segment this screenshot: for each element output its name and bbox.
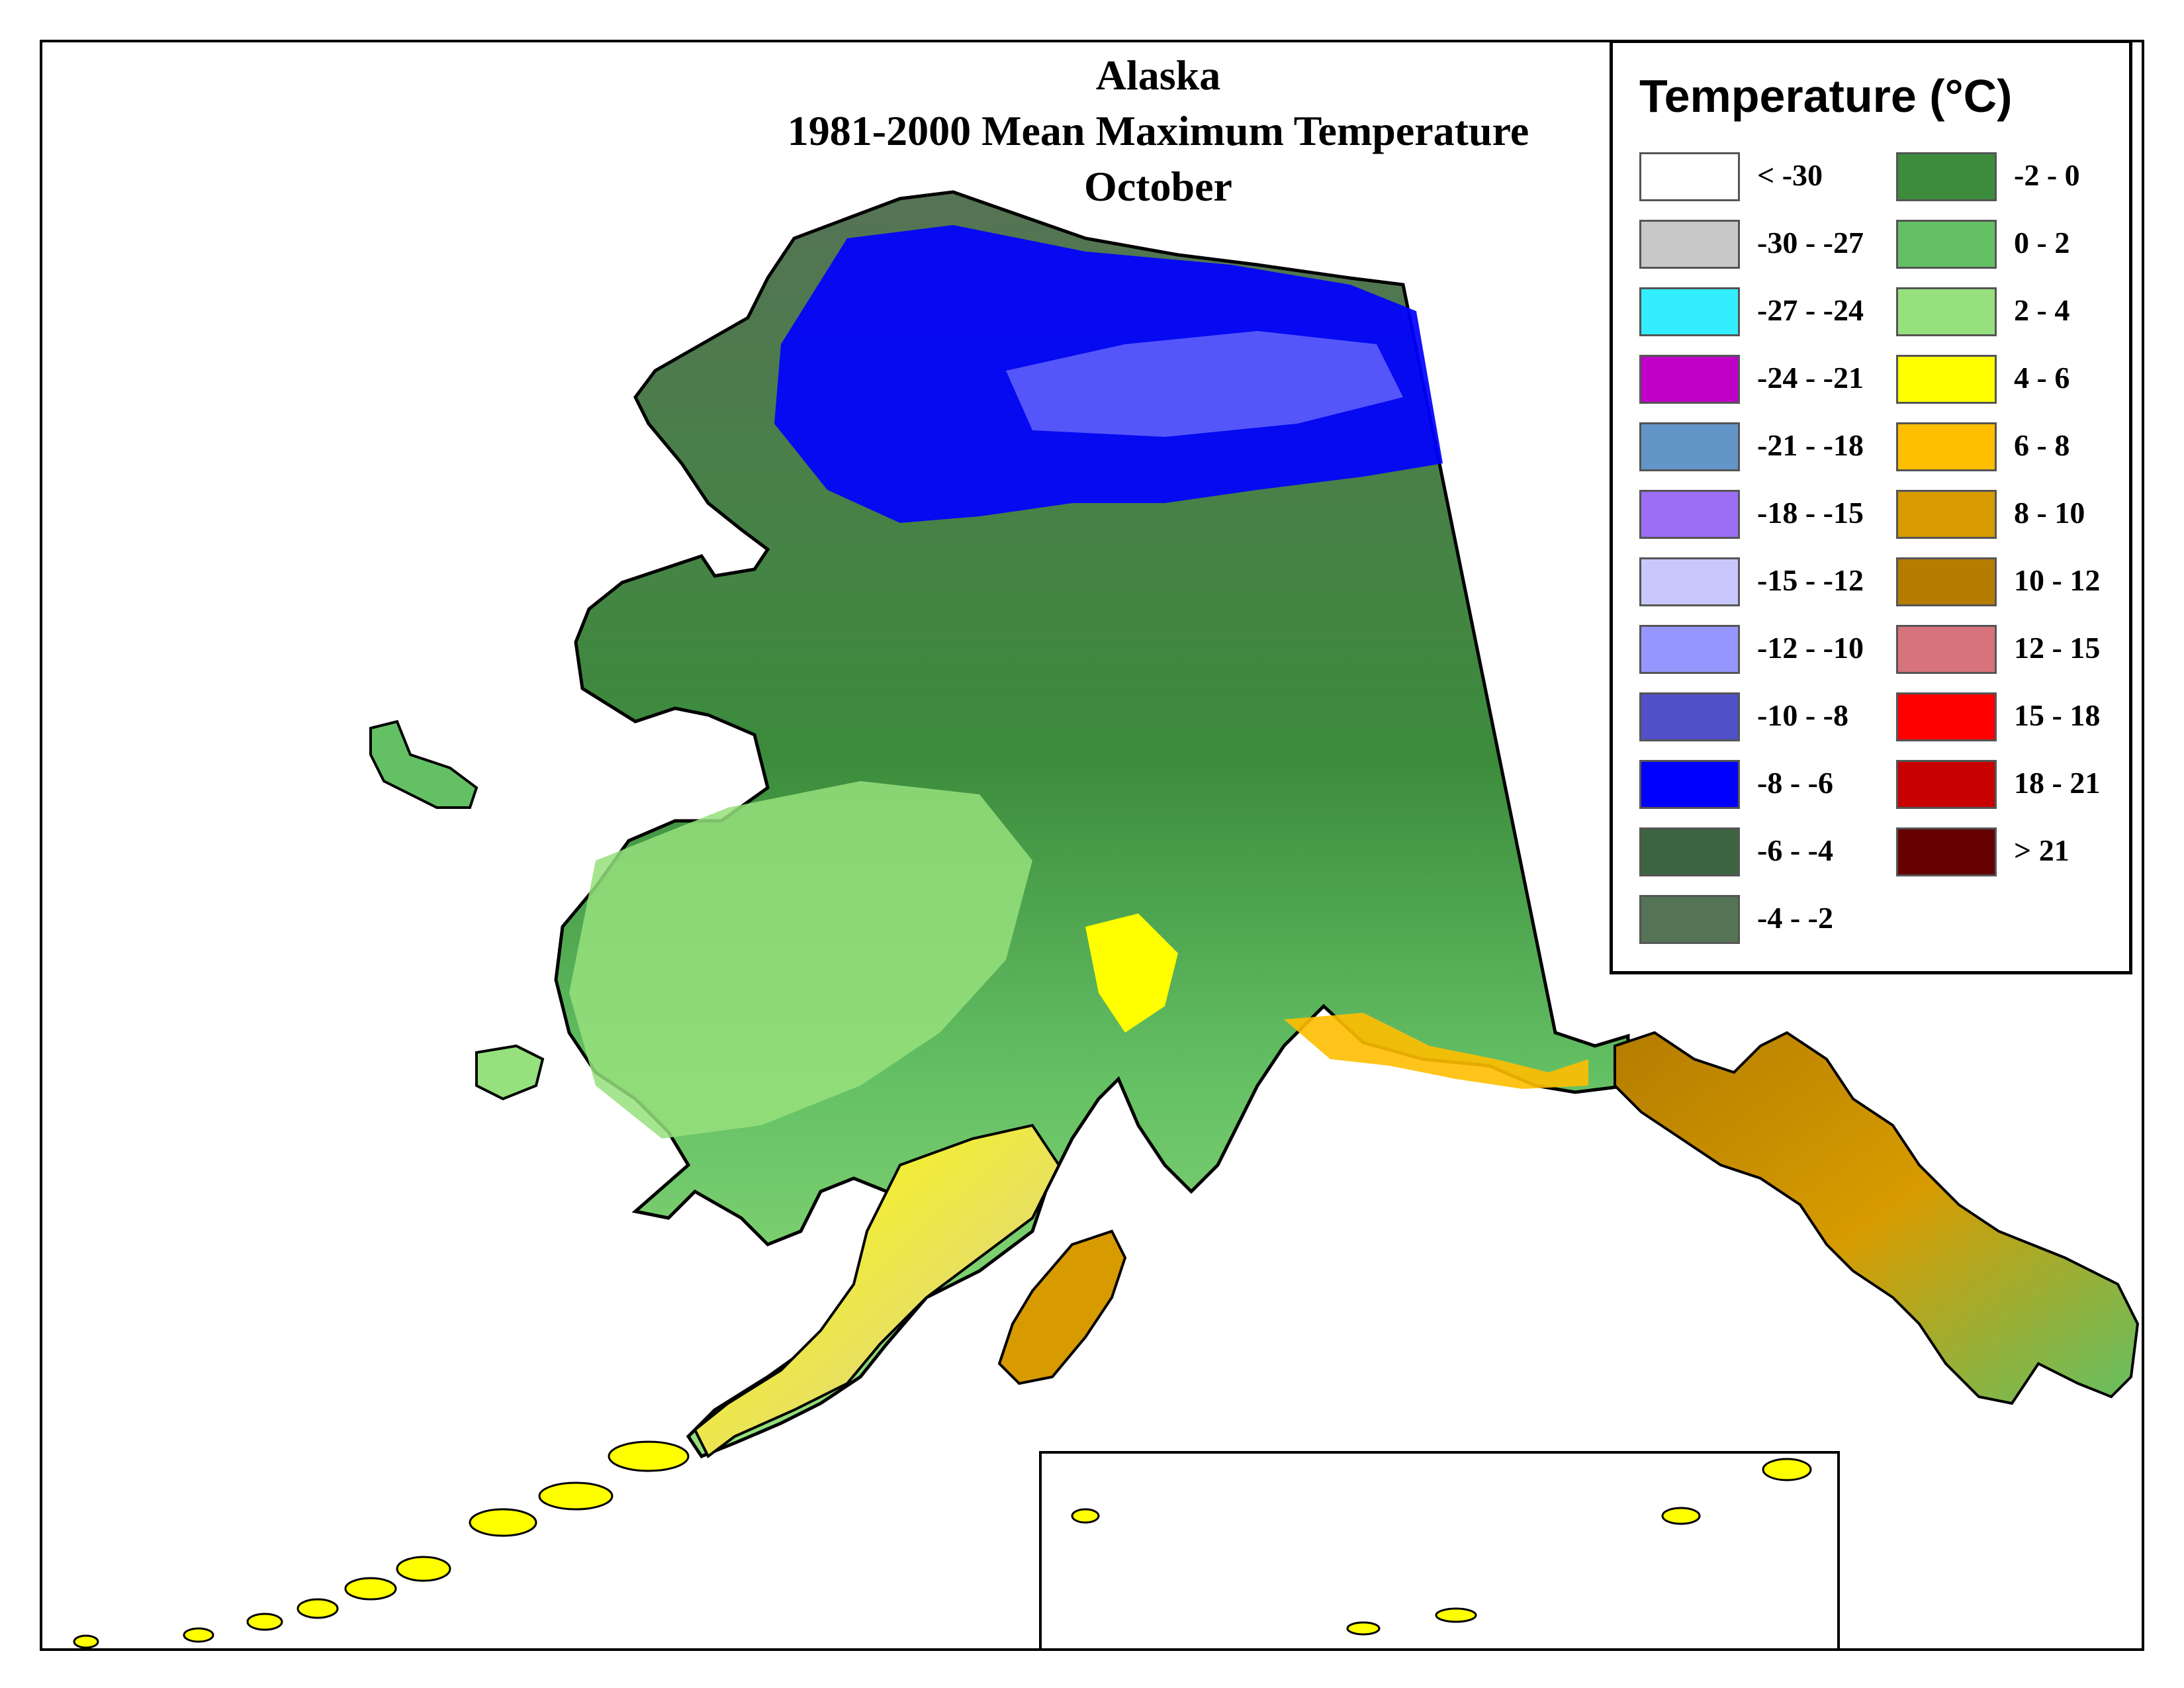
legend-label: -21 - -18 <box>1757 428 1864 462</box>
legend-label: -18 - -15 <box>1757 496 1864 530</box>
legend-label: 10 - 12 <box>2014 563 2101 597</box>
southcentral-coast <box>1284 1013 1588 1089</box>
southeast-panhandle <box>1614 1031 2140 1405</box>
legend-label: 8 - 10 <box>2014 496 2085 530</box>
legend-label: 2 - 4 <box>2014 293 2070 327</box>
legend-swatch <box>1639 152 1740 201</box>
legend-label: -8 - -6 <box>1757 766 1833 800</box>
legend-label: -6 - -4 <box>1757 833 1833 867</box>
legend-swatch <box>1639 760 1740 809</box>
alaska-peninsula <box>693 1123 1061 1459</box>
legend-swatch <box>1896 827 1997 876</box>
legend-label: < -30 <box>1757 158 1823 192</box>
legend-swatch <box>1639 557 1740 606</box>
legend-swatch <box>1896 422 1997 471</box>
legend-swatch <box>1639 220 1740 269</box>
title-line-region: Alaska <box>1095 52 1221 99</box>
legend-swatch <box>1896 220 1997 269</box>
legend-label: 4 - 6 <box>2014 361 2070 395</box>
aleutian-inset-frame <box>1039 1451 1840 1651</box>
legend-swatch <box>1896 490 1997 539</box>
legend-swatch <box>1896 355 1997 404</box>
legend-label: -10 - -8 <box>1757 698 1848 732</box>
legend-swatch <box>1896 287 1997 336</box>
map-title: Alaska 1981-2000 Mean Maximum Temperatur… <box>662 48 1655 214</box>
legend-label: -4 - -2 <box>1757 901 1833 935</box>
legend-title: Temperature (°C) <box>1639 70 2013 122</box>
temperature-legend: Temperature (°C) < -30 -30 - -27 -27 - -24… <box>1610 40 2132 974</box>
legend-swatch <box>1896 692 1997 741</box>
legend-label: -30 - -27 <box>1757 226 1864 259</box>
legend-label: 6 - 8 <box>2014 428 2070 462</box>
legend-label: 0 - 2 <box>2014 226 2070 259</box>
legend-swatch <box>1639 625 1740 674</box>
brooks-range-peaks <box>1006 331 1403 437</box>
legend-label: -2 - 0 <box>2014 158 2080 192</box>
legend-label: > 21 <box>2014 833 2070 867</box>
legend-swatch <box>1896 760 1997 809</box>
inset-islands <box>1071 1458 1812 1636</box>
aleutian-islands <box>73 1440 690 1649</box>
nunivak-island <box>475 1044 545 1101</box>
st-lawrence-island <box>369 720 478 809</box>
cook-inlet-yellow <box>1085 914 1178 1033</box>
legend-label: -24 - -21 <box>1757 361 1864 395</box>
legend-swatch <box>1639 895 1740 944</box>
legend-label: -12 - -10 <box>1757 631 1864 665</box>
map-frame <box>40 40 2144 1651</box>
legend-label: 18 - 21 <box>2014 766 2101 800</box>
legend-swatch <box>1896 625 1997 674</box>
legend-swatch <box>1639 422 1740 471</box>
interior-warm-zone <box>569 781 1032 1139</box>
legend-swatch <box>1639 827 1740 876</box>
title-line-month: October <box>1084 163 1232 210</box>
legend-swatch <box>1896 152 1997 201</box>
kodiak-island <box>997 1229 1127 1385</box>
title-line-variable: 1981-2000 Mean Maximum Temperature <box>787 107 1529 154</box>
legend-label: 12 - 15 <box>2014 631 2101 665</box>
legend-label: -15 - -12 <box>1757 563 1864 597</box>
legend-swatch <box>1896 557 1997 606</box>
legend-swatch <box>1639 355 1740 404</box>
legend-swatch <box>1639 490 1740 539</box>
legend-swatch <box>1639 692 1740 741</box>
legend-label: 15 - 18 <box>2014 698 2101 732</box>
legend-label: -27 - -24 <box>1757 293 1864 327</box>
legend-swatch <box>1639 287 1740 336</box>
